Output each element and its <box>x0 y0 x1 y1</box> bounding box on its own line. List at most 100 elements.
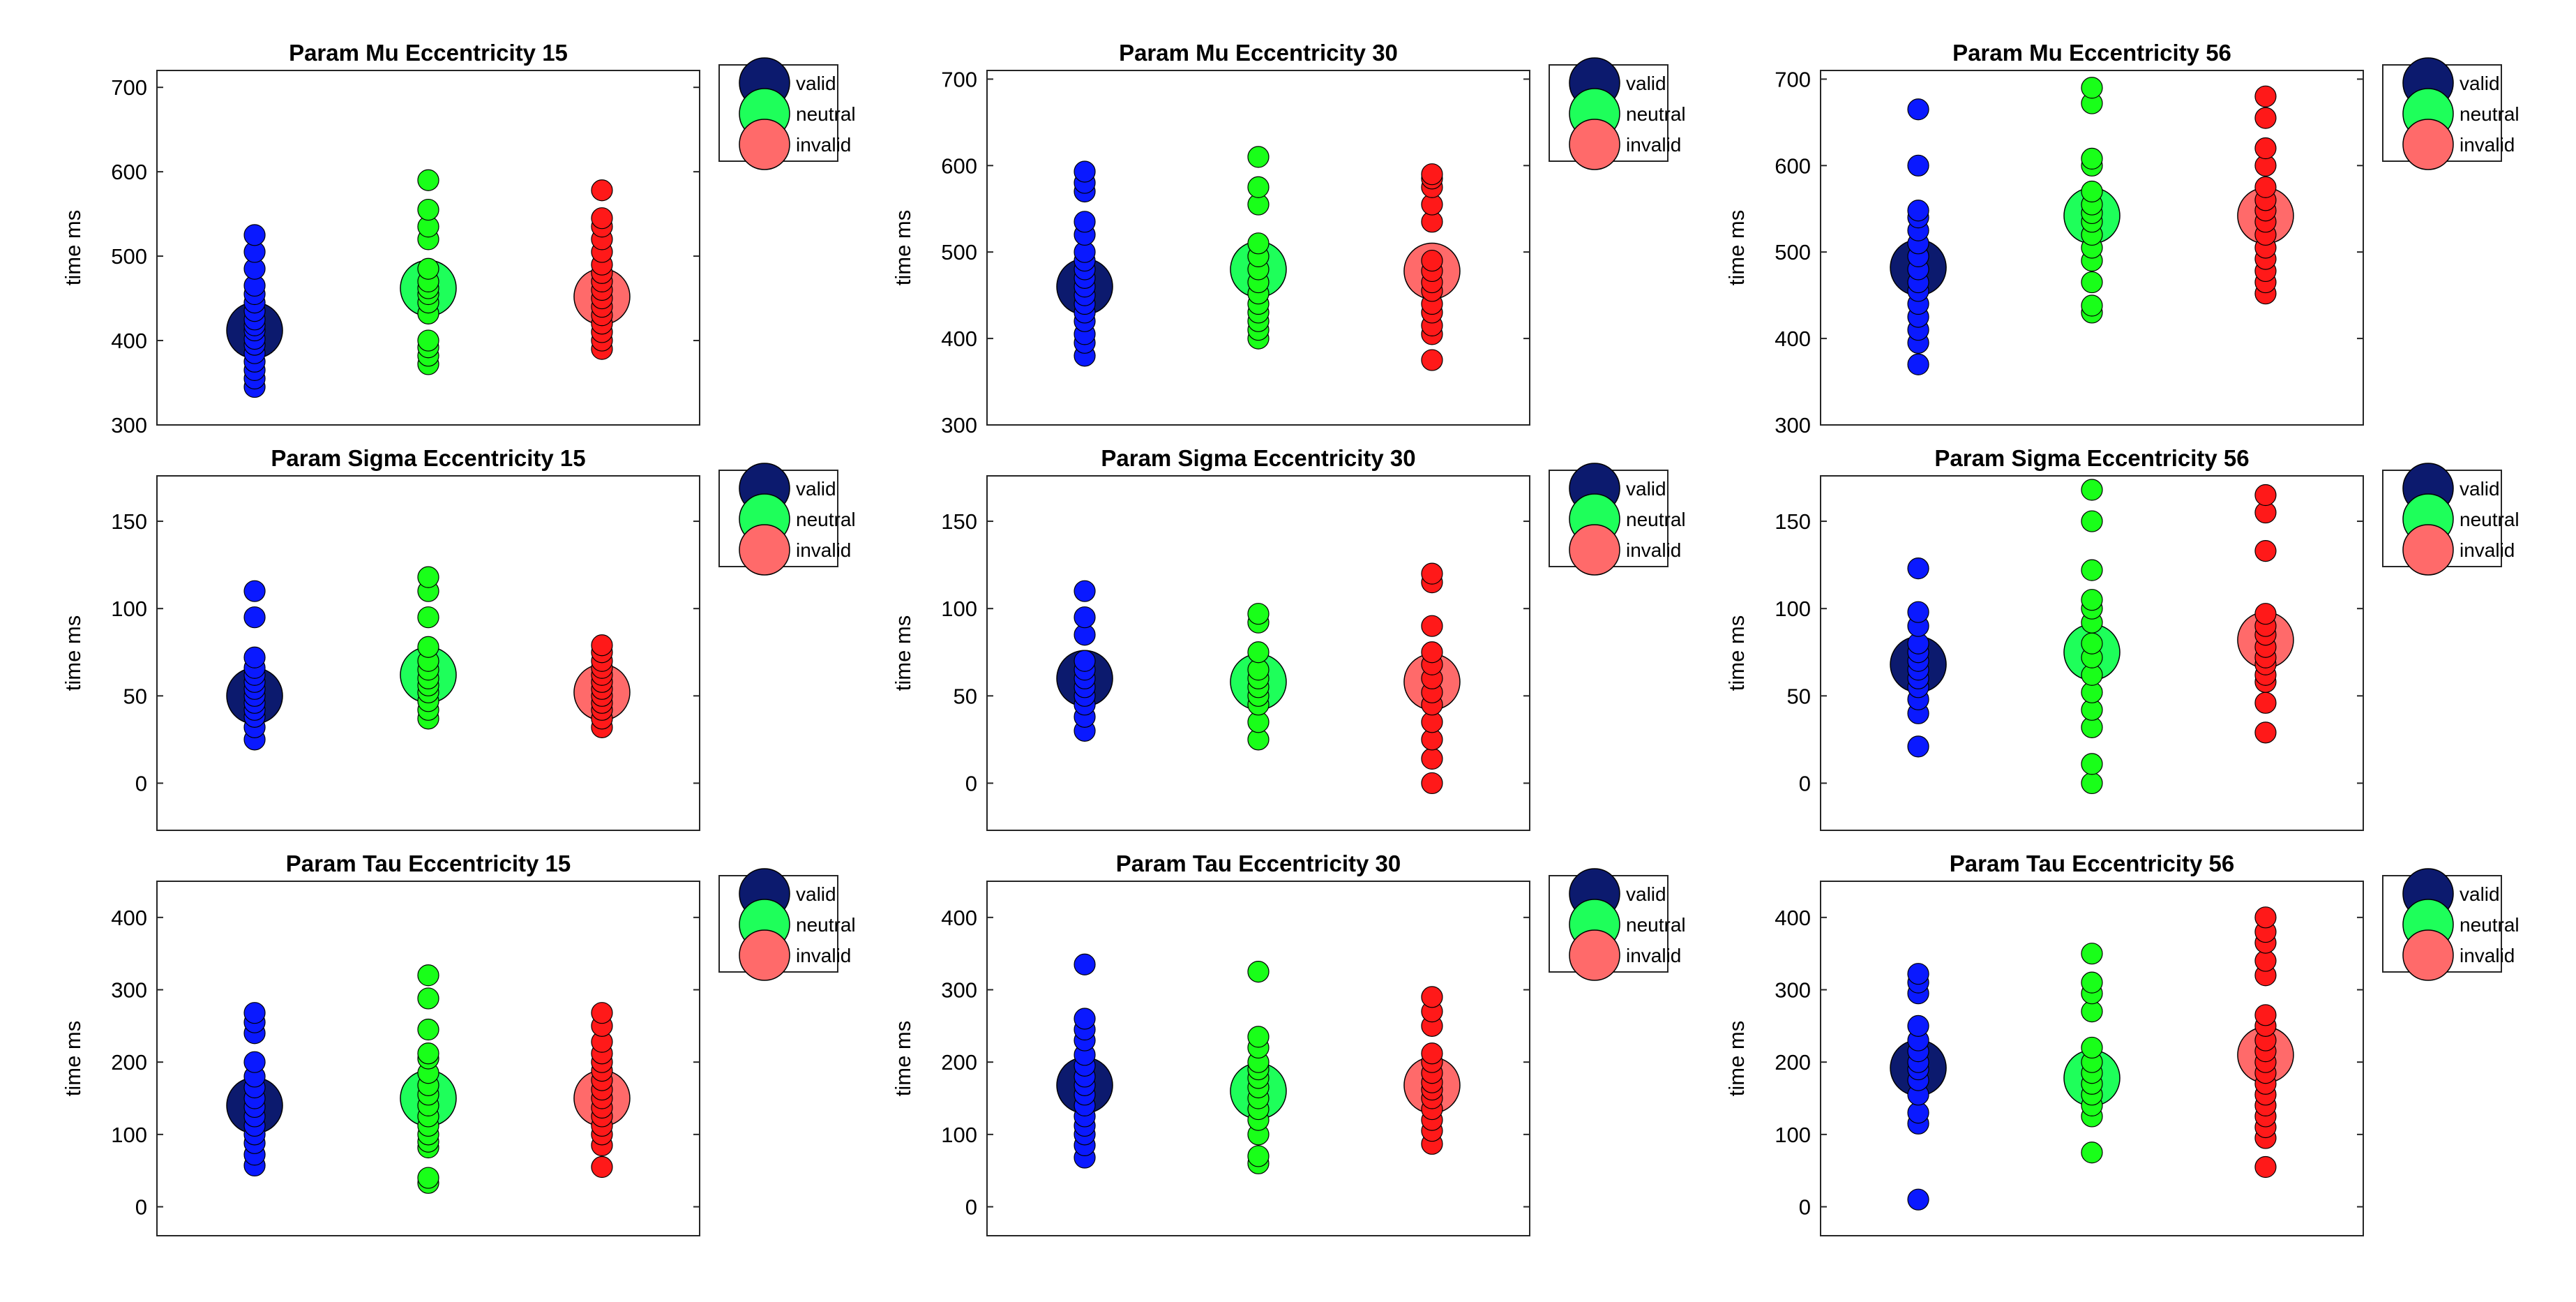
y-axis-label: time ms <box>891 210 915 286</box>
legend-label-neutral: neutral <box>1626 509 1686 530</box>
data-point-valid <box>1074 606 1096 629</box>
subplot-9: Param Tau Eccentricity 56 0 100 200 300 400 ti… <box>1724 851 2519 1236</box>
subplot-7: Param Tau Eccentricity 15 0 100 200 300 400 ti… <box>61 851 856 1236</box>
legend-label-neutral: neutral <box>1626 103 1686 125</box>
data-point-neutral <box>417 169 439 191</box>
data-point-invalid <box>1421 772 1443 795</box>
data-point-neutral <box>1247 603 1270 625</box>
data-point-neutral <box>2081 559 2103 581</box>
y-tick-label: 700 <box>111 75 147 100</box>
legend-label-invalid: invalid <box>2460 945 2515 966</box>
data-point-invalid <box>2254 176 2277 198</box>
legend-label-invalid: invalid <box>796 539 851 561</box>
subplot-4: Param Sigma Eccentricity 15 0 50 100 150 time… <box>61 445 856 831</box>
data-point-neutral <box>2081 77 2103 99</box>
data-point-neutral <box>2081 271 2103 294</box>
legend: valid neutral invalid <box>718 463 856 576</box>
data-point-invalid <box>1421 562 1443 585</box>
legend-label-valid: valid <box>2460 73 2500 94</box>
data-point-invalid <box>1421 349 1443 371</box>
legend-label-invalid: invalid <box>2460 134 2515 156</box>
legend: valid neutral invalid <box>718 868 856 981</box>
y-tick-label: 150 <box>111 509 147 534</box>
subplot-6: Param Sigma Eccentricity 56 0 50 100 150 time… <box>1724 445 2519 831</box>
data-point-valid <box>243 606 266 629</box>
legend: valid neutral invalid <box>1549 463 1686 576</box>
y-axis-label: time ms <box>1724 1021 1749 1097</box>
data-point-invalid <box>2254 540 2277 562</box>
data-point-invalid <box>2254 721 2277 744</box>
data-point-invalid <box>1421 747 1443 770</box>
data-point-neutral <box>2081 589 2103 611</box>
legend-marker-invalid <box>2402 929 2454 981</box>
data-point-valid <box>243 646 266 668</box>
y-tick-label: 700 <box>1775 67 1811 91</box>
data-point-valid <box>1907 98 1929 121</box>
legend-label-valid: valid <box>796 73 836 94</box>
y-axis-label: time ms <box>61 1021 85 1097</box>
y-tick-label: 150 <box>1775 509 1811 534</box>
subplot-title: Param Mu Eccentricity 30 <box>1119 40 1398 66</box>
legend-label-invalid: invalid <box>796 945 851 966</box>
legend-label-neutral: neutral <box>796 914 856 936</box>
data-point-neutral <box>2081 147 2103 170</box>
data-point-neutral <box>2081 294 2103 317</box>
y-tick-label: 600 <box>111 160 147 184</box>
data-point-neutral <box>1247 176 1270 198</box>
data-point-valid <box>243 1051 266 1073</box>
y-tick-label: 500 <box>111 244 147 269</box>
y-tick-label: 400 <box>1775 906 1811 930</box>
legend: valid neutral invalid <box>718 57 856 170</box>
y-tick-label: 300 <box>1775 413 1811 437</box>
data-point-valid <box>1907 1015 1929 1037</box>
legend: valid neutral invalid <box>1549 868 1686 981</box>
y-axis-label: time ms <box>891 1021 915 1097</box>
legend-label-neutral: neutral <box>2460 509 2519 530</box>
data-point-neutral <box>1247 1145 1270 1167</box>
data-point-neutral <box>417 1042 439 1065</box>
y-tick-label: 400 <box>111 329 147 353</box>
data-point-neutral <box>2081 510 2103 532</box>
data-point-neutral <box>2081 772 2103 795</box>
data-point-valid <box>1907 154 1929 177</box>
y-axis-label: time ms <box>61 210 85 286</box>
subplot-title: Param Tau Eccentricity 15 <box>286 851 571 876</box>
data-point-invalid <box>2254 1155 2277 1178</box>
data-point-invalid <box>2254 85 2277 107</box>
data-point-neutral <box>1247 1026 1270 1048</box>
legend-label-valid: valid <box>796 883 836 905</box>
subplot-title: Param Mu Eccentricity 56 <box>1952 40 2231 66</box>
y-tick-label: 200 <box>941 1050 977 1075</box>
subplot-2: Param Mu Eccentricity 30 300 400 500 600 700 t… <box>891 40 1686 437</box>
data-point-neutral <box>1247 232 1270 255</box>
y-tick-label: 150 <box>941 509 977 534</box>
legend-label-neutral: neutral <box>2460 914 2519 936</box>
data-point-invalid <box>2254 906 2277 929</box>
data-point-invalid <box>1421 1042 1443 1065</box>
data-point-valid <box>1074 211 1096 233</box>
data-point-valid <box>1907 735 1929 758</box>
legend-label-neutral: neutral <box>1626 914 1686 936</box>
legend-label-neutral: neutral <box>796 509 856 530</box>
y-tick-label: 700 <box>941 67 977 91</box>
subplot-title: Param Tau Eccentricity 56 <box>1950 851 2234 876</box>
data-point-valid <box>243 224 266 246</box>
y-tick-label: 200 <box>111 1050 147 1075</box>
legend-label-invalid: invalid <box>1626 134 1681 156</box>
data-point-invalid <box>591 179 613 202</box>
data-point-valid <box>243 580 266 602</box>
data-point-valid <box>1074 580 1096 602</box>
y-tick-label: 100 <box>941 1123 977 1147</box>
data-point-valid <box>1907 200 1929 222</box>
legend-marker-invalid <box>739 929 790 981</box>
data-point-neutral <box>417 964 439 987</box>
data-point-neutral <box>1247 146 1270 168</box>
data-point-neutral <box>417 329 439 352</box>
legend-label-valid: valid <box>2460 478 2500 500</box>
legend-marker-invalid <box>1569 119 1620 170</box>
data-point-invalid <box>591 207 613 230</box>
data-point-valid <box>1074 160 1096 183</box>
y-axis-label: time ms <box>61 615 85 691</box>
data-point-neutral <box>417 198 439 221</box>
